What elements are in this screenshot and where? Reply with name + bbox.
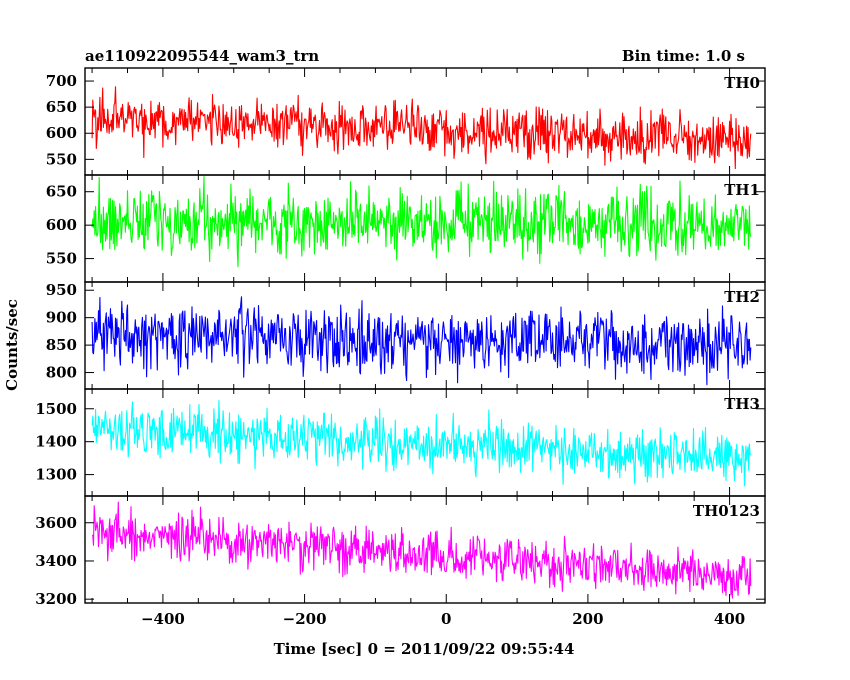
y-tick-label: 550 [46,250,77,268]
x-axis-label: Time [sec] 0 = 2011/09/22 09:55:44 [274,640,575,658]
panel-label-th0123: TH0123 [693,502,760,520]
y-tick-label: 1400 [35,433,77,451]
y-tick-label: 600 [46,124,77,142]
panel-label-th2: TH2 [724,288,760,306]
panel-label-th0: TH0 [724,74,760,92]
plot-title: ae110922095544_wam3_trn [85,47,319,65]
panel-label-th1: TH1 [724,181,760,199]
y-tick-label: 3200 [35,590,77,608]
x-tick-label: 200 [572,610,603,628]
y-tick-label: 950 [46,281,77,299]
series-line-th3 [91,400,752,487]
x-tick-label: 0 [441,610,451,628]
y-tick-label: 550 [46,150,77,168]
panel-label-th3: TH3 [724,395,760,413]
y-tick-label: 700 [46,72,77,90]
x-tick-label: 400 [714,610,745,628]
x-tick-label: −400 [141,610,185,628]
y-tick-label: 650 [46,183,77,201]
y-axis-label: Counts/sec [3,299,21,391]
y-tick-label: 850 [46,336,77,354]
y-tick-label: 1500 [35,400,77,418]
y-tick-label: 3400 [35,552,77,570]
panel-frame-th2 [84,281,766,390]
series-line-th2 [91,296,752,386]
y-tick-label: 900 [46,309,77,327]
series-line-th1 [91,176,752,268]
series-line-th0123 [91,501,752,599]
series-line-th0 [91,86,752,170]
y-tick-label: 1300 [35,466,77,484]
y-tick-label: 650 [46,98,77,116]
x-tick-label: −200 [283,610,327,628]
y-tick-label: 3600 [35,514,77,532]
y-tick-label: 800 [46,364,77,382]
panels-group: 550 600 650 700 TH0 550 600 650 TH1 800 850 900 950 T… [35,67,766,628]
panel-frame-th0123 [84,495,766,604]
y-tick-label: 600 [46,216,77,234]
panel-frame-th3 [84,388,766,497]
bin-time-label: Bin time: 1.0 s [622,47,745,65]
